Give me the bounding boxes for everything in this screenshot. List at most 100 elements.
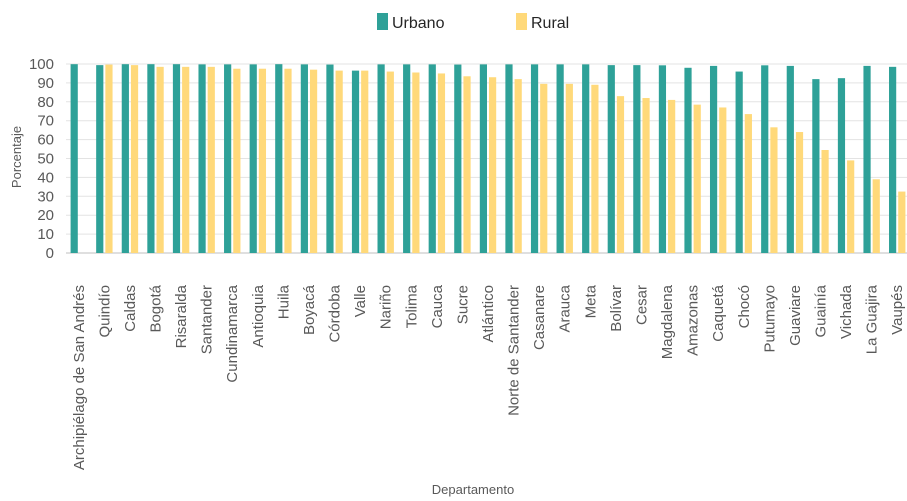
bar-rural <box>489 77 497 253</box>
bar-rural <box>437 73 446 253</box>
bar-rural <box>668 99 676 253</box>
bar-rural <box>693 104 701 253</box>
bar-urbano <box>786 65 794 253</box>
x-tick-label: Putumayo <box>761 285 778 353</box>
x-tick-label: Tolima <box>403 284 420 328</box>
y-tick-label: 40 <box>37 169 54 186</box>
bar-rural <box>284 68 292 253</box>
bar-urbano <box>198 64 206 253</box>
bar-rural <box>309 69 318 253</box>
gridlines <box>66 63 907 254</box>
bar-rural <box>847 160 855 253</box>
x-axis-ticks: Archipiélago de San Andrés Quindío Caldas B… <box>71 284 906 470</box>
bar-urbano <box>96 65 104 253</box>
y-tick-label: 70 <box>37 113 54 130</box>
bar-urbano <box>837 78 846 253</box>
bars <box>70 64 906 254</box>
bar-rural <box>207 66 215 253</box>
bar-rural <box>872 179 880 253</box>
bar-urbano <box>761 65 769 253</box>
x-tick-label: Chocó <box>736 285 753 328</box>
bar-urbano <box>633 65 641 253</box>
x-tick-label: Vaupés <box>889 285 906 335</box>
bar-rural <box>616 96 625 253</box>
bar-urbano <box>224 64 232 253</box>
y-tick-label: 80 <box>37 94 54 111</box>
bar-rural <box>821 150 829 253</box>
bar-urbano <box>172 64 181 253</box>
bar-urbano <box>377 64 385 253</box>
x-tick-label: Valle <box>352 285 369 317</box>
bar-rural <box>591 84 599 253</box>
bar-urbano <box>121 64 129 253</box>
bar-urbano <box>326 64 334 253</box>
bar-urbano <box>709 65 718 253</box>
x-tick-label: Quindío <box>96 285 113 338</box>
x-tick-label: Cesar <box>633 285 650 325</box>
x-tick-label: Vichada <box>838 284 855 339</box>
y-tick-label: 30 <box>37 188 54 205</box>
x-tick-label: Bogotá <box>148 284 165 332</box>
x-tick-label: Nariño <box>378 285 395 329</box>
x-tick-label: Cundinamarca <box>224 284 241 382</box>
bar-rural <box>412 72 420 253</box>
bar-urbano <box>403 64 411 253</box>
bar-rural <box>898 191 906 253</box>
legend-swatch-rural <box>516 13 527 30</box>
x-tick-label: La Guajira <box>864 284 881 354</box>
x-tick-label: Caldas <box>122 285 139 332</box>
bar-urbano <box>530 64 539 253</box>
bar-urbano <box>684 67 692 253</box>
bar-urbano <box>454 64 462 253</box>
bar-urbano <box>607 65 615 253</box>
x-tick-label: Huila <box>275 284 292 319</box>
x-tick-label: Norte de Santander <box>506 285 523 416</box>
bar-rural <box>130 65 139 253</box>
bar-rural <box>770 127 778 253</box>
x-tick-label: Archipiélago de San Andrés <box>71 285 88 470</box>
x-tick-label: Amazonas <box>685 285 702 356</box>
bar-rural <box>156 66 164 253</box>
bar-rural <box>719 107 727 253</box>
y-tick-label: 90 <box>37 75 54 92</box>
x-tick-label: Boyacá <box>301 284 318 335</box>
y-axis-title: Porcentaje <box>9 126 24 188</box>
bar-urbano <box>351 70 360 254</box>
bar-urbano <box>863 65 871 253</box>
bar-rural <box>233 68 241 253</box>
bar-rural <box>540 83 548 253</box>
x-tick-label: Risaralda <box>173 284 190 348</box>
legend-label-rural: Rural <box>531 15 569 32</box>
x-tick-label: Atlántico <box>480 285 497 343</box>
bar-rural <box>386 71 394 253</box>
bar-urbano <box>249 64 257 253</box>
y-tick-label: 20 <box>37 207 54 224</box>
bar-urbano <box>275 64 283 253</box>
x-tick-label: Córdoba <box>327 284 344 342</box>
bar-rural <box>795 132 804 253</box>
bar-urbano <box>505 64 513 253</box>
bar-rural <box>335 70 343 254</box>
x-tick-label: Sucre <box>454 285 471 324</box>
x-tick-label: Caquetá <box>710 284 727 341</box>
y-tick-label: 10 <box>37 226 54 243</box>
bar-urbano <box>428 64 436 253</box>
bar-rural <box>642 98 650 254</box>
bar-urbano <box>812 79 820 254</box>
x-tick-label: Casanare <box>531 285 548 350</box>
bar-urbano <box>582 64 590 253</box>
y-tick-label: 50 <box>37 151 54 168</box>
y-tick-label: 0 <box>46 245 54 262</box>
bar-urbano <box>479 64 487 253</box>
x-tick-label: Cauca <box>429 284 446 328</box>
legend: Urbano Rural <box>377 13 569 32</box>
bar-urbano <box>147 64 155 253</box>
bar-rural <box>182 66 190 253</box>
bar-urbano <box>70 64 78 253</box>
y-tick-label: 100 <box>29 56 54 73</box>
bar-urbano <box>300 64 308 253</box>
bar-rural <box>744 114 752 253</box>
bar-rural <box>514 79 522 254</box>
bar-rural <box>565 83 573 253</box>
